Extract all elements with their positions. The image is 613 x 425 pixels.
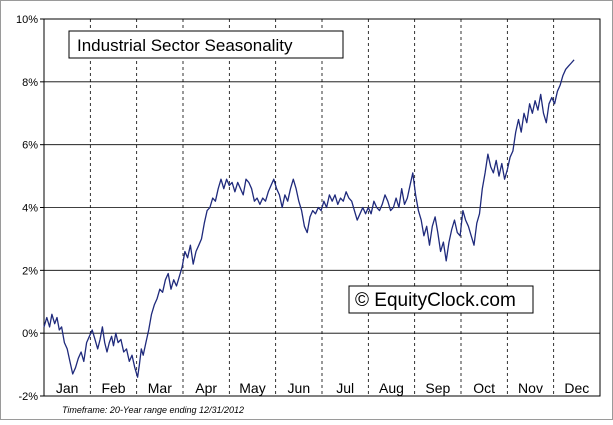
y-tick-label: 0% — [22, 328, 38, 340]
title-box-frame — [68, 30, 344, 59]
month-label-apr: Apr — [195, 380, 217, 396]
y-tick-label: -2% — [18, 391, 38, 403]
y-tick-label: 6% — [22, 140, 38, 152]
chart-title-box: Industrial Sector Seasonality — [68, 30, 344, 59]
month-label-may: May — [239, 380, 265, 396]
y-axis-tick-labels: 10% 8% 6% 4% 2% 0% -2% — [16, 14, 44, 403]
watermark-box: © EquityClock.com — [348, 285, 534, 314]
month-label-nov: Nov — [518, 380, 543, 396]
timeframe-footnote: Timeframe: 20-Year range ending 12/31/20… — [62, 405, 244, 415]
x-axis-month-labels: Jan Feb Mar Apr May Jun Jul Aug Sep Oct Nov Dec — [56, 380, 589, 396]
month-label-aug: Aug — [379, 380, 404, 396]
y-tick-label: 2% — [22, 265, 38, 277]
y-tick-label: 8% — [22, 77, 38, 89]
month-label-dec: Dec — [564, 380, 589, 396]
y-tick-label: 10% — [16, 14, 38, 26]
month-label-feb: Feb — [101, 380, 125, 396]
month-label-jan: Jan — [56, 380, 79, 396]
series-line — [43, 59, 575, 378]
month-label-jun: Jun — [288, 380, 311, 396]
month-label-sep: Sep — [425, 380, 450, 396]
month-label-jul: Jul — [336, 380, 354, 396]
watermark-frame — [348, 285, 534, 314]
watermark-text: © EquityClock.com — [355, 290, 516, 311]
month-label-oct: Oct — [473, 380, 495, 396]
month-label-mar: Mar — [148, 380, 172, 396]
horizontal-gridlines — [44, 81, 600, 334]
y-tick-label: 4% — [22, 203, 38, 215]
chart-title: Industrial Sector Seasonality — [77, 36, 293, 55]
